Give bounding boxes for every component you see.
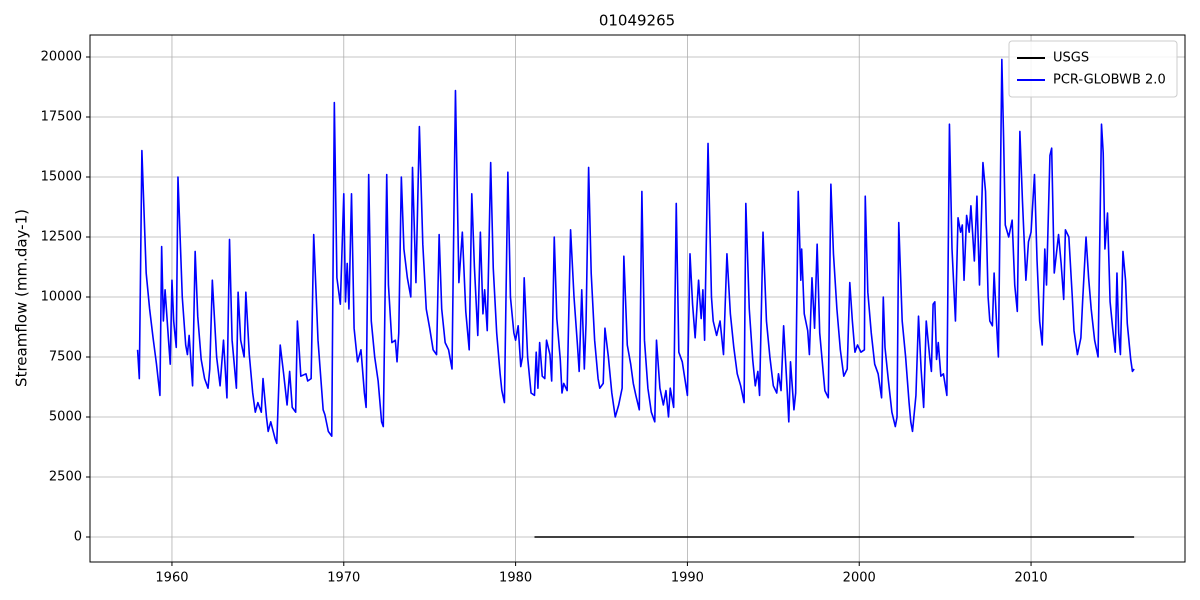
x-tick-label: 1970 [327, 571, 360, 586]
y-axis-label: Streamflow (mm.day-1) [13, 209, 31, 387]
y-tick-label: 10000 [41, 290, 82, 305]
x-tick-label: 2000 [843, 571, 876, 586]
y-tick-label: 15000 [41, 170, 82, 185]
x-tick-label: 2010 [1015, 571, 1048, 586]
x-tick-label: 1990 [671, 571, 704, 586]
legend-label: PCR-GLOBWB 2.0 [1053, 73, 1166, 88]
y-tick-label: 20000 [41, 50, 82, 65]
data-line [136, 58, 1135, 445]
legend-label: USGS [1053, 51, 1089, 66]
y-tick-label: 5000 [49, 409, 82, 424]
plot-frame [89, 34, 1186, 563]
y-tick-label: 2500 [49, 469, 82, 484]
x-tick-label: 1960 [155, 571, 188, 586]
x-tick-label: 1980 [499, 571, 532, 586]
y-tick-label: 7500 [49, 349, 82, 364]
legend-box [1008, 40, 1178, 98]
chart-title: 01049265 [599, 12, 675, 30]
y-tick-label: 12500 [41, 230, 82, 245]
y-tick-label: 0 [74, 529, 82, 544]
y-tick-label: 17500 [41, 110, 82, 125]
legend: USGS PCR-GLOBWB 2.0 [1008, 40, 1178, 98]
